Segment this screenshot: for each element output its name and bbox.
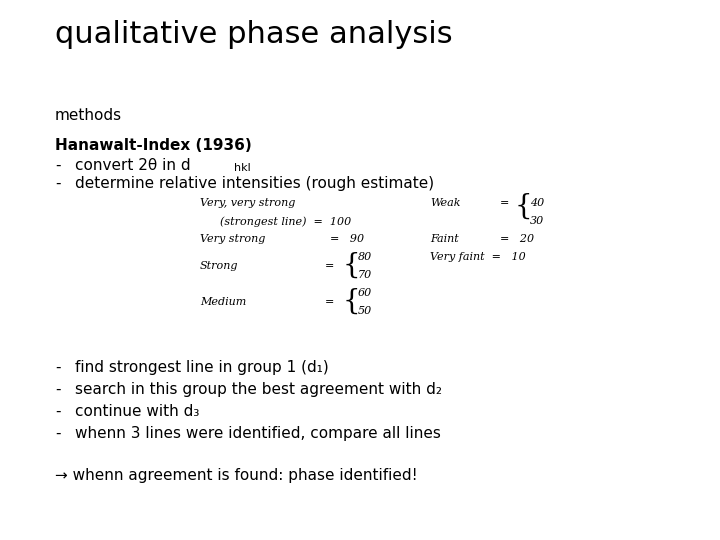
- Text: find strongest line in group 1 (d₁): find strongest line in group 1 (d₁): [75, 360, 329, 375]
- Text: hkl: hkl: [234, 163, 251, 173]
- Text: search in this group the best agreement with d₂: search in this group the best agreement …: [75, 382, 442, 397]
- Text: (strongest line)  =  100: (strongest line) = 100: [220, 216, 351, 227]
- Text: -: -: [55, 176, 60, 191]
- Text: =: =: [500, 198, 509, 208]
- Text: Faint: Faint: [430, 234, 459, 244]
- Text: convert 2θ in d: convert 2θ in d: [75, 158, 191, 173]
- Text: continue with d₃: continue with d₃: [75, 404, 199, 419]
- Text: {: {: [515, 193, 533, 220]
- Text: -: -: [55, 382, 60, 397]
- Text: 60: 60: [358, 288, 372, 298]
- Text: Medium: Medium: [200, 297, 246, 307]
- Text: Very, very strong: Very, very strong: [200, 198, 295, 208]
- Text: Strong: Strong: [200, 261, 238, 271]
- Text: -: -: [55, 426, 60, 441]
- Text: -: -: [55, 404, 60, 419]
- Text: 80: 80: [358, 252, 372, 262]
- Text: whenn 3 lines were identified, compare all lines: whenn 3 lines were identified, compare a…: [75, 426, 441, 441]
- Text: -: -: [55, 360, 60, 375]
- Text: {: {: [343, 252, 361, 279]
- Text: {: {: [343, 288, 361, 315]
- Text: Weak: Weak: [430, 198, 461, 208]
- Text: =: =: [325, 261, 334, 271]
- Text: qualitative phase analysis: qualitative phase analysis: [55, 20, 453, 49]
- Text: 40: 40: [530, 198, 544, 208]
- Text: → whenn agreement is found: phase identified!: → whenn agreement is found: phase identi…: [55, 468, 418, 483]
- Text: 30: 30: [530, 216, 544, 226]
- Text: Very faint  =   10: Very faint = 10: [430, 252, 526, 262]
- Text: Very strong: Very strong: [200, 234, 266, 244]
- Text: =   20: = 20: [500, 234, 534, 244]
- Text: methods: methods: [55, 108, 122, 123]
- Text: =   90: = 90: [330, 234, 364, 244]
- Text: determine relative intensities (rough estimate): determine relative intensities (rough es…: [75, 176, 434, 191]
- Text: 70: 70: [358, 270, 372, 280]
- Text: 50: 50: [358, 306, 372, 316]
- Text: Hanawalt-Index (1936): Hanawalt-Index (1936): [55, 138, 252, 153]
- Text: -: -: [55, 158, 60, 173]
- Text: =: =: [325, 297, 334, 307]
